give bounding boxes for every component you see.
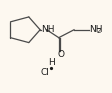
Text: NH: NH [41,25,54,34]
Text: O: O [57,50,64,59]
Text: NH: NH [88,25,102,34]
Text: Cl: Cl [40,68,49,77]
Text: 2: 2 [96,28,100,34]
Text: H: H [48,58,55,67]
